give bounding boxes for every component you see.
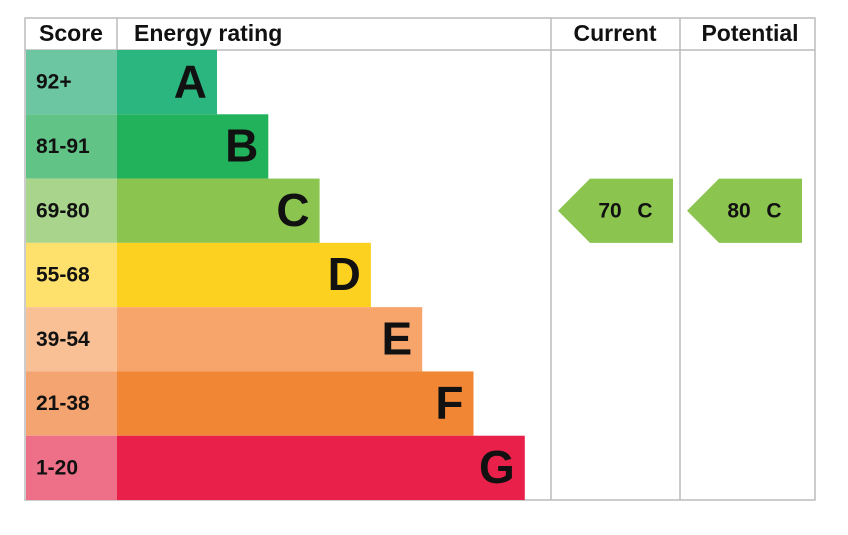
score-range: 39-54	[36, 328, 90, 351]
band-letter: F	[435, 377, 463, 429]
rating-bar	[117, 178, 320, 243]
rating-bar	[117, 371, 474, 436]
band-letter: D	[328, 248, 361, 300]
score-range: 55-68	[36, 264, 90, 287]
current-score: 70	[598, 199, 621, 222]
score-range: 69-80	[36, 199, 90, 222]
score-range: 1-20	[36, 456, 78, 479]
header-current: Current	[573, 20, 656, 46]
score-cell	[26, 114, 117, 179]
band-letter: B	[225, 120, 258, 172]
score-range: 81-91	[36, 135, 90, 158]
current-band: C	[637, 199, 652, 222]
score-cell	[26, 50, 117, 115]
potential-band: C	[766, 199, 781, 222]
band-letter: A	[174, 55, 207, 107]
score-cell	[26, 178, 117, 243]
score-range: 92+	[36, 71, 72, 94]
band-letter: C	[276, 184, 309, 236]
header-rating: Energy rating	[134, 20, 282, 46]
band-letter: G	[479, 441, 515, 493]
score-cell	[26, 435, 117, 500]
score-cell	[26, 307, 117, 372]
band-letter: E	[382, 312, 413, 364]
rating-bar	[117, 242, 371, 308]
header-potential: Potential	[701, 20, 798, 46]
rating-bar	[117, 435, 525, 500]
rating-bar	[117, 50, 217, 115]
rating-bar	[117, 307, 423, 372]
current-arrow	[558, 178, 673, 243]
potential-score: 80	[727, 199, 750, 222]
score-range: 21-38	[36, 392, 90, 415]
potential-arrow	[687, 178, 802, 243]
header-score: Score	[39, 20, 103, 46]
rating-bar	[117, 114, 269, 179]
score-cell	[26, 242, 117, 308]
score-cell	[26, 371, 117, 436]
